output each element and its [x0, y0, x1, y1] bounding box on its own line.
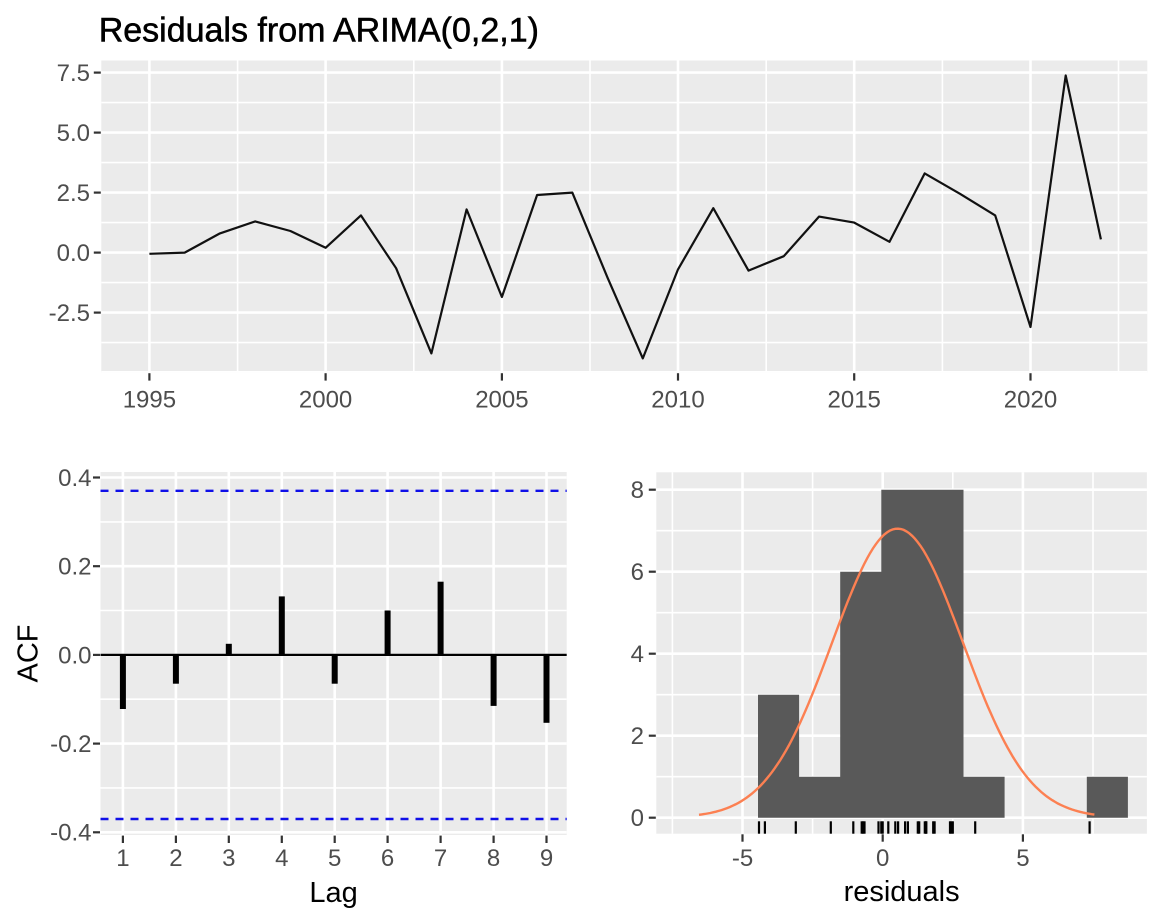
svg-text:0: 0 — [876, 845, 889, 872]
svg-text:0.4: 0.4 — [58, 465, 91, 492]
svg-text:-5: -5 — [732, 845, 753, 872]
svg-text:2020: 2020 — [1004, 387, 1057, 414]
svg-text:ACF: ACF — [13, 625, 45, 683]
svg-text:0.0: 0.0 — [57, 240, 90, 267]
svg-text:4: 4 — [631, 641, 644, 668]
svg-text:2015: 2015 — [828, 387, 881, 414]
svg-text:residuals: residuals — [844, 876, 960, 908]
svg-text:2010: 2010 — [651, 387, 704, 414]
svg-text:Lag: Lag — [309, 877, 357, 909]
svg-text:-2.5: -2.5 — [49, 300, 90, 327]
svg-text:1995: 1995 — [123, 387, 176, 414]
svg-text:9: 9 — [540, 845, 553, 872]
svg-text:7.5: 7.5 — [57, 60, 90, 87]
svg-text:8: 8 — [631, 477, 644, 504]
svg-text:7: 7 — [434, 845, 447, 872]
svg-text:0: 0 — [631, 805, 644, 832]
svg-text:4: 4 — [275, 845, 288, 872]
svg-text:2005: 2005 — [475, 387, 528, 414]
svg-text:2.5: 2.5 — [57, 180, 90, 207]
svg-text:2000: 2000 — [299, 387, 352, 414]
svg-text:-0.4: -0.4 — [50, 820, 91, 847]
svg-text:3: 3 — [222, 845, 235, 872]
svg-text:6: 6 — [381, 845, 394, 872]
svg-text:0.2: 0.2 — [58, 554, 91, 581]
svg-text:-0.2: -0.2 — [50, 731, 91, 758]
svg-text:5: 5 — [328, 845, 341, 872]
svg-text:8: 8 — [487, 845, 500, 872]
svg-text:2: 2 — [169, 845, 182, 872]
svg-text:2: 2 — [631, 723, 644, 750]
svg-text:5.0: 5.0 — [57, 120, 90, 147]
svg-text:6: 6 — [631, 559, 644, 586]
svg-text:1: 1 — [116, 845, 129, 872]
svg-text:0.0: 0.0 — [58, 642, 91, 669]
svg-text:Residuals from ARIMA(0,2,1): Residuals from ARIMA(0,2,1) — [99, 12, 539, 50]
svg-text:5: 5 — [1016, 845, 1029, 872]
